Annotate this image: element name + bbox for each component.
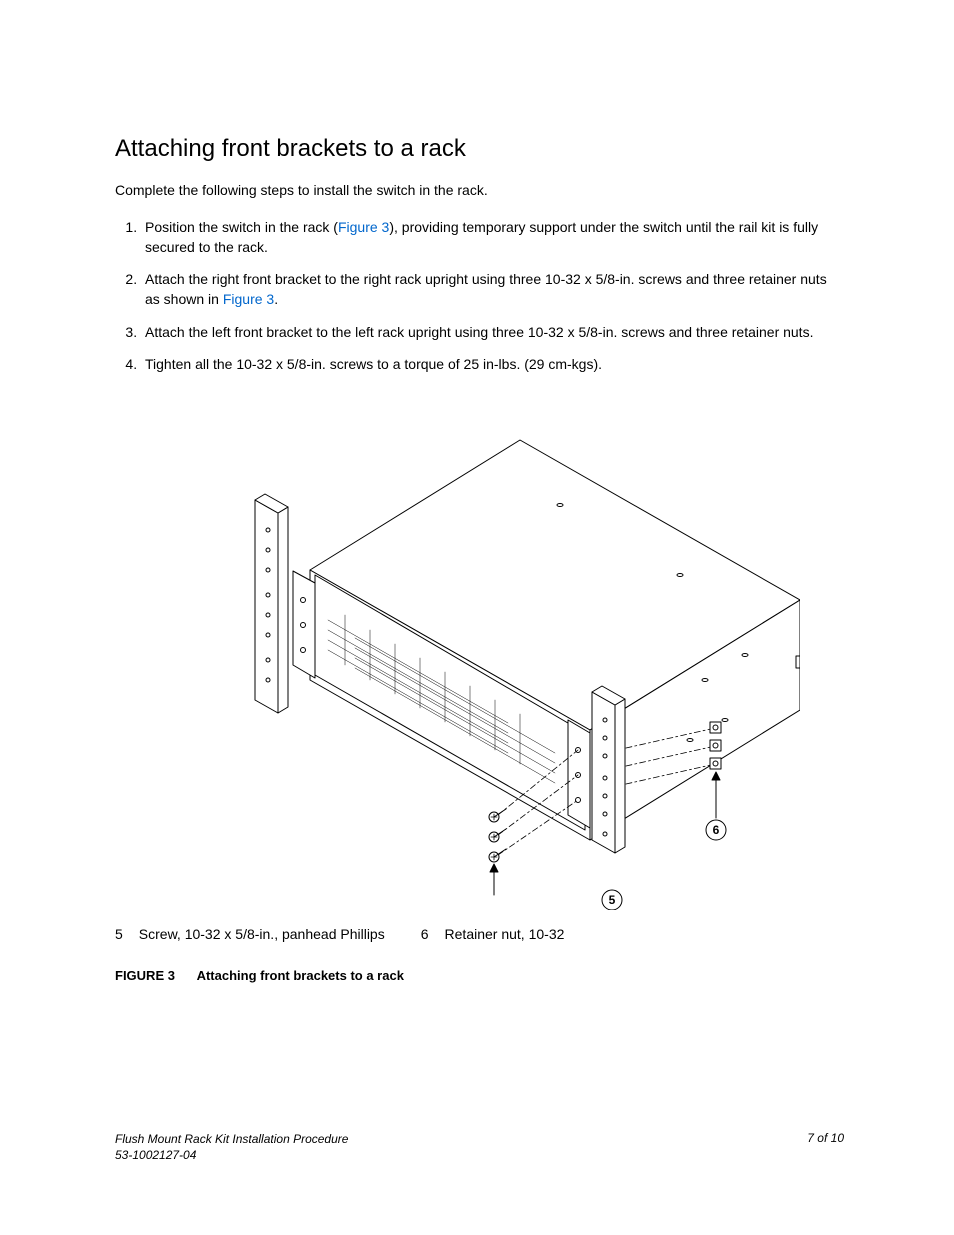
legend-5-num: 5 (115, 926, 123, 942)
figure-title: Attaching front brackets to a rack (197, 968, 404, 983)
callout-6: 6 (712, 823, 719, 837)
footer-doc-title: Flush Mount Rack Kit Installation Proced… (115, 1131, 348, 1147)
step-4: Tighten all the 10-32 x 5/8-in. screws t… (141, 354, 844, 374)
footer-page-number: 7 of 10 (807, 1131, 844, 1163)
legend-6-text: Retainer nut, 10-32 (445, 926, 565, 942)
step-3: Attach the left front bracket to the lef… (141, 322, 844, 342)
step-2: Attach the right front bracket to the ri… (141, 269, 844, 310)
figure-3-illustration: 5 6 (115, 420, 844, 920)
figure-caption: FIGURE 3 Attaching front brackets to a r… (115, 968, 844, 983)
legend-6-num: 6 (421, 926, 429, 942)
steps-list: Position the switch in the rack (Figure … (115, 217, 844, 375)
step-2-post: . (274, 291, 278, 307)
figure-3-link-2[interactable]: Figure 3 (223, 291, 274, 307)
legend-5-text: Screw, 10-32 x 5/8-in., panhead Phillips (139, 926, 385, 942)
figure-label: FIGURE 3 (115, 968, 175, 983)
footer-doc-number: 53-1002127-04 (115, 1147, 348, 1163)
intro-text: Complete the following steps to install … (115, 181, 844, 201)
figure-3-link[interactable]: Figure 3 (338, 219, 389, 235)
step-1: Position the switch in the rack (Figure … (141, 217, 844, 258)
page-footer: Flush Mount Rack Kit Installation Proced… (115, 1131, 844, 1163)
step-1-pre: Position the switch in the rack ( (145, 219, 338, 235)
figure-legend: 5 Screw, 10-32 x 5/8-in., panhead Philli… (115, 926, 844, 942)
callout-5: 5 (608, 893, 615, 907)
section-heading: Attaching front brackets to a rack (115, 135, 844, 163)
